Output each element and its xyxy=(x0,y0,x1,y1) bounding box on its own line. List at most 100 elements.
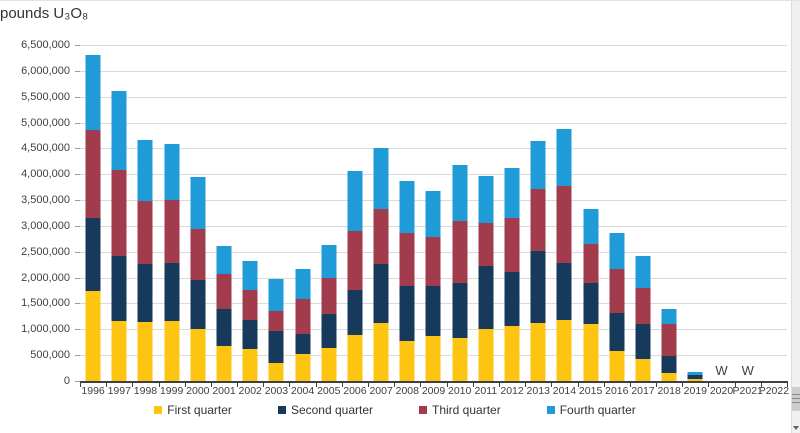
category-slot-2010 xyxy=(447,45,473,381)
bar-segment-2009-third-quarter xyxy=(425,236,441,286)
category-slot-2008 xyxy=(394,45,420,381)
gridline xyxy=(80,123,787,124)
category-slot-2013 xyxy=(525,45,551,381)
y-axis-label: 2,000,000 xyxy=(21,272,70,284)
bar-segment-2006-first-quarter xyxy=(347,334,363,381)
scrollbar-thumb[interactable] xyxy=(792,387,800,411)
x-axis-label-2002: 2002 xyxy=(238,385,262,397)
x-axis-tick xyxy=(498,383,500,387)
bar-segment-2001-fourth-quarter xyxy=(216,246,232,274)
bar-2007 xyxy=(373,147,389,381)
x-axis-tick xyxy=(525,383,527,387)
bar-segment-2006-fourth-quarter xyxy=(347,171,363,232)
bar-segment-2005-fourth-quarter xyxy=(321,244,337,278)
x-axis-label-2012: 2012 xyxy=(500,385,524,397)
x-axis-tick xyxy=(80,383,81,387)
x-axis-tick xyxy=(760,383,762,387)
x-axis-tick xyxy=(734,383,736,387)
y-axis-tick xyxy=(75,278,80,279)
bar-segment-2015-fourth-quarter xyxy=(583,209,599,245)
bar-segment-2001-third-quarter xyxy=(216,273,232,310)
scrollbar-down-arrow-icon[interactable] xyxy=(793,426,799,430)
x-axis-labels: 1996 1997 1998 1999 2000 2001 2002 2003 2004 2005… xyxy=(80,385,790,399)
bar-segment-2011-second-quarter xyxy=(478,266,494,330)
bar-segment-2014-fourth-quarter xyxy=(556,129,572,187)
bar-1999 xyxy=(164,143,180,381)
y-axis-tick xyxy=(75,355,80,356)
gridline xyxy=(80,174,787,175)
category-slot-2007 xyxy=(368,45,394,381)
bar-segment-1999-first-quarter xyxy=(164,320,180,381)
y-axis-tick xyxy=(75,381,80,382)
bar-segment-2008-third-quarter xyxy=(399,232,415,286)
legend-item-first-quarter[interactable]: First quarter xyxy=(154,403,232,417)
bar-segment-2004-first-quarter xyxy=(295,354,311,381)
legend-item-fourth-quarter[interactable]: Fourth quarter xyxy=(546,403,636,417)
bar-2011 xyxy=(478,175,494,381)
vertical-scrollbar[interactable] xyxy=(791,1,800,433)
x-axis-tick xyxy=(158,383,160,387)
y-axis-label: 5,500,000 xyxy=(21,91,70,103)
bar-segment-2004-fourth-quarter xyxy=(295,269,311,300)
bar-segment-2002-third-quarter xyxy=(242,289,258,320)
gridline xyxy=(80,148,787,149)
bar-segment-2018-first-quarter xyxy=(661,372,677,381)
bar-segment-1996-fourth-quarter xyxy=(85,55,101,131)
bar-segment-2000-third-quarter xyxy=(190,228,206,281)
bar-segment-2012-fourth-quarter xyxy=(504,167,520,218)
x-axis-tick xyxy=(656,383,658,387)
legend-item-third-quarter[interactable]: Third quarter xyxy=(419,403,501,417)
y-axis-tick xyxy=(75,174,80,175)
bar-2003 xyxy=(268,278,284,381)
gridline xyxy=(80,97,787,98)
x-axis-label-2001: 2001 xyxy=(212,385,236,397)
x-axis-tick xyxy=(394,383,396,387)
legend-item-second-quarter[interactable]: Second quarter xyxy=(277,403,373,417)
bar-segment-2008-fourth-quarter xyxy=(399,181,415,233)
x-axis-label-p2021: P2021 xyxy=(732,385,763,397)
bar-segment-2015-second-quarter xyxy=(583,282,599,325)
bar-segment-2016-first-quarter xyxy=(609,351,625,381)
x-axis-tick xyxy=(787,383,788,387)
legend-label: Fourth quarter xyxy=(559,403,636,417)
category-slot-2009 xyxy=(420,45,446,381)
x-axis-label-2017: 2017 xyxy=(631,385,655,397)
bar-2010 xyxy=(452,164,468,381)
bar-segment-2000-first-quarter xyxy=(190,329,206,381)
bar-segment-2018-fourth-quarter xyxy=(661,308,677,325)
bar-segment-2012-first-quarter xyxy=(504,326,520,381)
bar-segment-2001-second-quarter xyxy=(216,309,232,347)
x-axis-label-2008: 2008 xyxy=(395,385,419,397)
x-axis-label-2005: 2005 xyxy=(317,385,341,397)
x-axis-tick xyxy=(708,383,710,387)
bar-segment-2011-first-quarter xyxy=(478,329,494,381)
x-axis-label-p2022: P2022 xyxy=(758,385,790,397)
y-axis-label: 4,000,000 xyxy=(21,168,70,180)
x-axis-tick xyxy=(629,383,631,387)
bar-segment-2018-second-quarter xyxy=(661,356,677,373)
y-axis-tick xyxy=(75,45,80,46)
bar-segment-2019-first-quarter xyxy=(687,379,703,381)
bar-1996 xyxy=(85,55,101,381)
legend-swatch-icon xyxy=(277,406,286,414)
bar-segment-1997-second-quarter xyxy=(111,255,127,321)
x-axis-label-1999: 1999 xyxy=(159,385,184,397)
category-slot-p2021: W xyxy=(735,45,761,381)
category-slot-2014 xyxy=(551,45,577,381)
bar-2001 xyxy=(216,246,232,381)
x-axis-label-2011: 2011 xyxy=(474,385,498,397)
bar-segment-2003-first-quarter xyxy=(268,362,284,381)
x-axis-label-2006: 2006 xyxy=(343,385,367,397)
bar-segment-2012-third-quarter xyxy=(504,217,520,273)
legend-swatch-icon xyxy=(419,406,427,414)
bar-2016 xyxy=(609,232,625,381)
bar-2014 xyxy=(556,129,572,381)
bar-segment-2003-fourth-quarter xyxy=(268,278,284,311)
bar-segment-2008-second-quarter xyxy=(399,285,415,341)
legend-label: First quarter xyxy=(167,403,232,417)
withheld-annotation-2020: W xyxy=(715,363,728,378)
x-axis-label-2018: 2018 xyxy=(657,385,681,397)
bar-2009 xyxy=(425,190,441,381)
bar-2006 xyxy=(347,171,363,381)
y-axis-label: 3,000,000 xyxy=(21,220,70,232)
